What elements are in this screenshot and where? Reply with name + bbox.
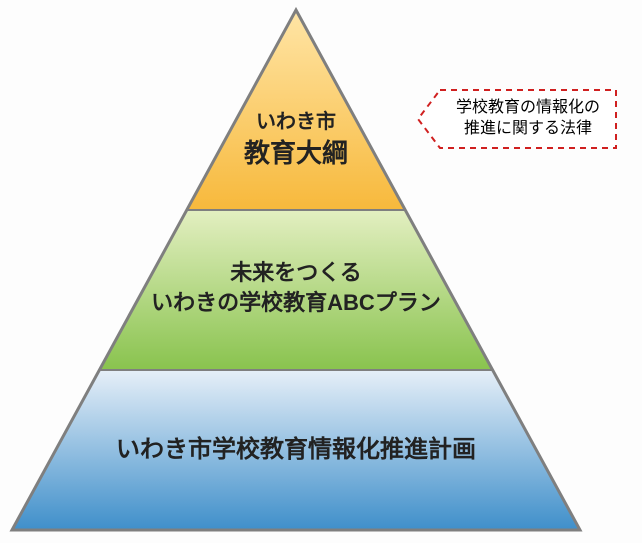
pyramid-diagram: いわき市 教育大綱 未来をつくる いわきの学校教育ABCプラン いわき市学校教育… <box>0 0 642 543</box>
callout-svg <box>0 0 642 543</box>
callout-box: 学校教育の情報化の 推進に関する法律 <box>440 90 616 148</box>
callout-line2: 推進に関する法律 <box>464 119 592 140</box>
callout-line1: 学校教育の情報化の <box>456 98 600 119</box>
